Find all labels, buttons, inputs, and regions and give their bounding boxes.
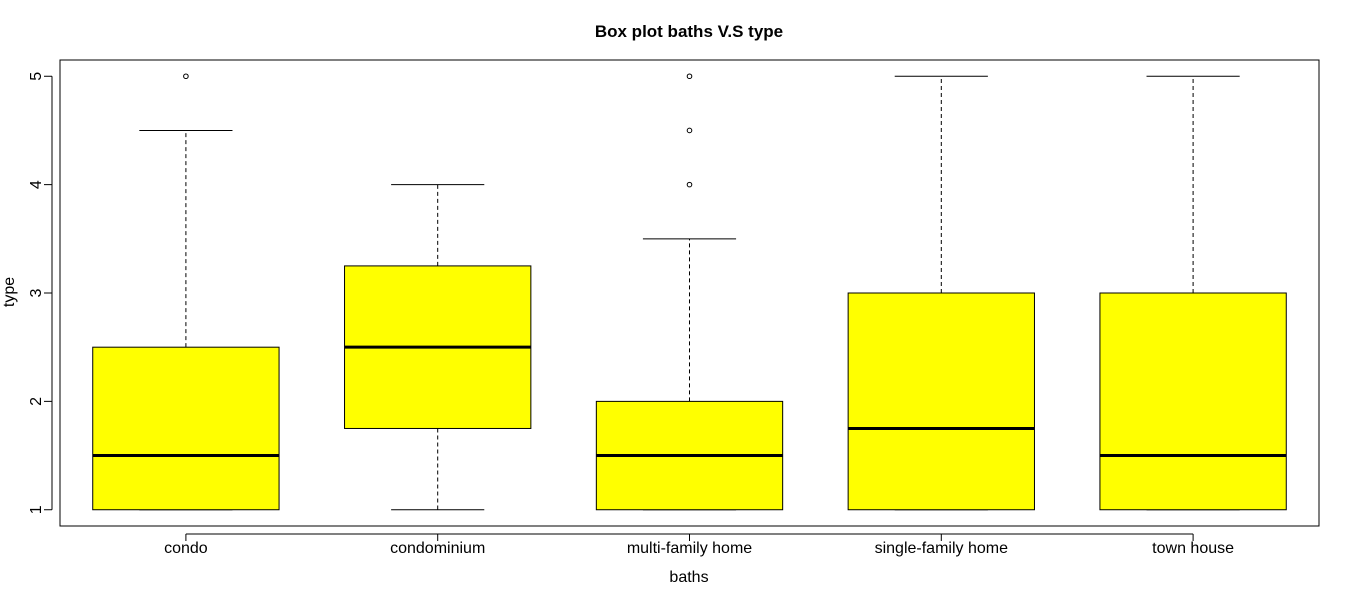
outlier-point bbox=[686, 127, 693, 134]
x-tick-label: town house bbox=[1152, 540, 1234, 557]
x-tick-label: condominium bbox=[390, 540, 485, 557]
chart-title: Box plot baths V.S type bbox=[595, 22, 783, 41]
y-tick-label: 5 bbox=[28, 72, 45, 81]
outlier-point bbox=[183, 73, 189, 80]
outlier-point bbox=[686, 181, 693, 188]
boxes bbox=[92, 73, 1287, 511]
iqr-box bbox=[847, 292, 1035, 511]
iqr-box bbox=[1099, 292, 1287, 511]
box-condo bbox=[92, 73, 280, 511]
iqr-box bbox=[92, 346, 280, 511]
y-tick-label: 3 bbox=[28, 288, 45, 297]
x-tick-label: condo bbox=[164, 540, 208, 557]
y-axis: 1 2 3 4 5 bbox=[28, 72, 53, 514]
outlier-point bbox=[686, 73, 693, 80]
x-tick-label: multi-family home bbox=[627, 540, 752, 557]
box-single-family-home bbox=[847, 75, 1035, 511]
x-tick-label: single-family home bbox=[875, 540, 1008, 557]
y-tick-label: 4 bbox=[28, 180, 45, 189]
x-axis-label: baths bbox=[669, 569, 708, 586]
box-town-house bbox=[1099, 75, 1287, 511]
x-axis: condo condominium multi-family home single-… bbox=[164, 533, 1234, 557]
y-tick-label: 1 bbox=[28, 505, 45, 514]
y-tick-label: 2 bbox=[28, 397, 45, 406]
plot-frame bbox=[59, 59, 1320, 527]
box-condominium bbox=[344, 184, 532, 511]
box-multi-family-home bbox=[595, 73, 784, 511]
y-axis-label: type bbox=[1, 277, 18, 307]
